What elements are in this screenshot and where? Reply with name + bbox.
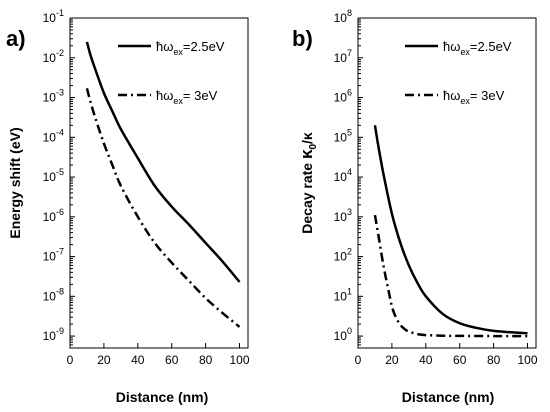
x-axis-title-a: Distance (nm) — [116, 389, 209, 405]
y-tick-label-a: 10-6 — [43, 207, 64, 224]
ticks-b: 0 20 40 60 80 100 100 101 102 103 104 105 106 107 108 — [334, 8, 538, 367]
y-tick-label-a: 10-1 — [43, 8, 64, 25]
y-axis-title-b: Decay rate κ0/κ — [297, 132, 319, 234]
y-tick-label-b: 103 — [334, 207, 352, 224]
y-tick-label-a: 10-9 — [43, 326, 64, 343]
x-tick-label-a: 20 — [97, 353, 111, 367]
y-tick-label-a: 10-2 — [43, 48, 64, 65]
series-line-solid-b — [373, 125, 528, 335]
y-tick-label-b: 107 — [334, 48, 352, 65]
legend-label-solid-a: ħωex=2.5eV — [156, 39, 225, 57]
panel-a: 0 20 40 60 80 100 10-9 10-8 10-7 10-6 10-5 10-4 10-3… — [6, 8, 250, 405]
y-tick-label-b: 108 — [334, 8, 352, 25]
x-axis-title-b: Distance (nm) — [402, 389, 495, 405]
legend-label-dashdot-a: ħωex= 3eV — [156, 88, 218, 106]
y-tick-label-a: 10-8 — [43, 286, 64, 303]
y-axis-title-a: Energy shift (eV) — [7, 127, 23, 238]
y-tick-label-b: 100 — [334, 326, 352, 343]
series-line-dashdot-b — [373, 214, 528, 338]
x-tick-label-a: 60 — [165, 353, 179, 367]
x-tick-label-a: 40 — [131, 353, 145, 367]
x-tick-label-b: 100 — [518, 353, 538, 367]
series-line-dashdot-a — [85, 88, 241, 328]
legend-label-dashdot-b: ħωex= 3eV — [443, 88, 505, 106]
y-tick-label-b: 101 — [334, 286, 352, 303]
y-tick-label-b: 106 — [334, 88, 352, 105]
ticks-a: 0 20 40 60 80 100 10-9 10-8 10-7 10-6 10-5 10-4 10-3… — [43, 8, 250, 367]
x-tick-label-a: 80 — [199, 353, 213, 367]
x-tick-label-b: 20 — [385, 353, 399, 367]
legend-label-solid-b: ħωex=2.5eV — [443, 39, 512, 57]
y-tick-label-a: 10-7 — [43, 247, 64, 264]
x-tick-label-b: 60 — [453, 353, 467, 367]
legend-a: ħωex=2.5eV ħωex= 3eV — [118, 39, 225, 106]
panel-label-b: b) — [292, 26, 313, 51]
panel-b: 0 20 40 60 80 100100101102103104105106107108 … — [292, 8, 538, 405]
x-tick-label-b: 80 — [487, 353, 501, 367]
plot-frame-a — [69, 17, 249, 349]
y-tick-label-b: 105 — [334, 127, 352, 144]
series-line-solid-a — [85, 41, 241, 283]
legend-b: ħωex=2.5eV ħωex= 3eV — [405, 39, 512, 106]
y-tick-label-a: 10-3 — [43, 88, 64, 105]
y-tick-label-a: 10-4 — [43, 127, 64, 144]
series-group-a — [85, 41, 241, 328]
x-tick-label-b: 40 — [419, 353, 433, 367]
x-tick-label-a: 0 — [67, 353, 74, 367]
y-tick-label-b: 102 — [334, 247, 352, 264]
panel-label-a: a) — [6, 26, 26, 51]
x-tick-label-a: 100 — [230, 353, 250, 367]
x-tick-label-b: 0 — [355, 353, 362, 367]
y-tick-label-b: 104 — [334, 167, 352, 184]
series-group-b — [373, 125, 528, 338]
y-tick-label-a: 10-5 — [43, 167, 64, 184]
